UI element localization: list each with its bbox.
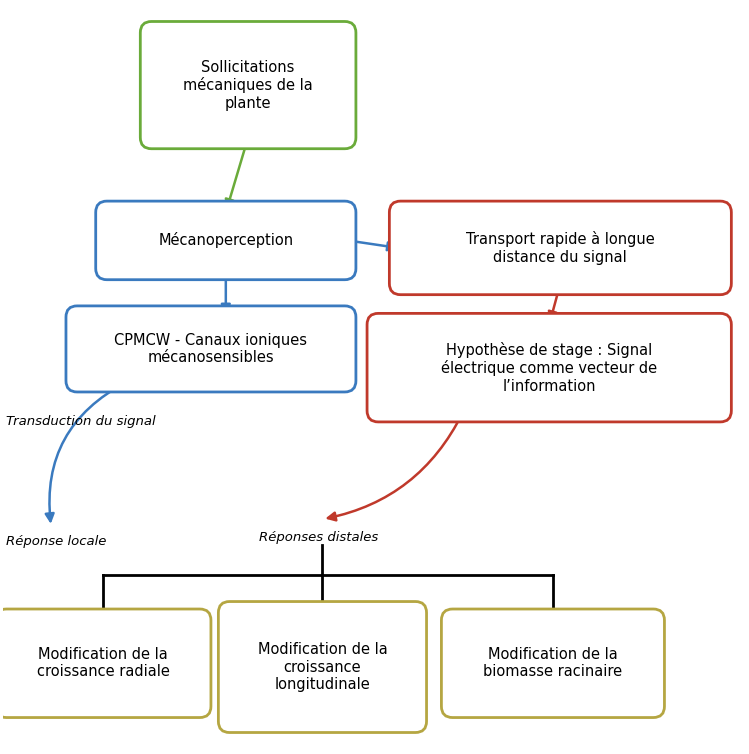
FancyBboxPatch shape <box>219 602 426 733</box>
Text: Transport rapide à longue
distance du signal: Transport rapide à longue distance du si… <box>466 231 655 265</box>
FancyBboxPatch shape <box>0 609 211 718</box>
Text: Hypothèse de stage : Signal
électrique comme vecteur de
l’information: Hypothèse de stage : Signal électrique c… <box>441 342 658 394</box>
Text: Sollicitations
mécaniques de la
plante: Sollicitations mécaniques de la plante <box>184 60 313 111</box>
Text: Modification de la
croissance radiale: Modification de la croissance radiale <box>37 647 169 679</box>
FancyBboxPatch shape <box>96 201 356 280</box>
Text: Mécanoperception: Mécanoperception <box>158 232 294 248</box>
FancyBboxPatch shape <box>389 201 731 295</box>
Text: Réponses distales: Réponses distales <box>259 532 378 544</box>
Text: CPMCW - Canaux ioniques
mécanosensibles: CPMCW - Canaux ioniques mécanosensibles <box>115 333 307 365</box>
Text: Transduction du signal: Transduction du signal <box>7 415 156 428</box>
Text: Modification de la
biomasse racinaire: Modification de la biomasse racinaire <box>483 647 622 679</box>
Text: Réponse locale: Réponse locale <box>7 535 107 548</box>
FancyBboxPatch shape <box>66 306 356 392</box>
FancyBboxPatch shape <box>367 314 731 422</box>
Text: Modification de la
croissance
longitudinale: Modification de la croissance longitudin… <box>258 642 387 692</box>
FancyBboxPatch shape <box>140 21 356 149</box>
FancyBboxPatch shape <box>441 609 664 718</box>
